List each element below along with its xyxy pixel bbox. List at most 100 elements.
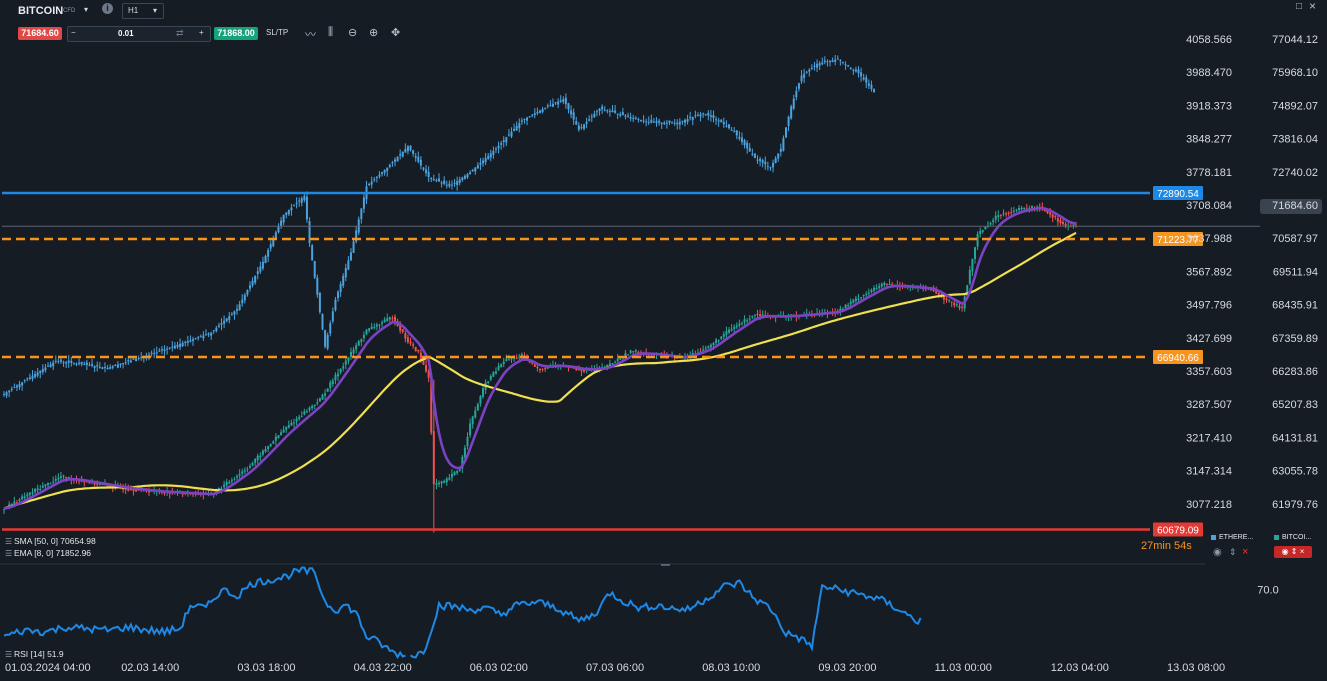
close-icon[interactable]: × <box>1309 0 1317 13</box>
bitcoin-candle <box>406 337 409 343</box>
tab-ethereum-label: ETHERE... <box>1219 534 1254 541</box>
ethereum-candle <box>647 122 650 124</box>
symbol-dropdown-icon[interactable]: ▾ <box>84 5 89 14</box>
volume-stepper[interactable]: − 0.01 ⇄ + <box>67 26 211 42</box>
price-level-badge[interactable] <box>1153 231 1203 246</box>
ethereum-candle <box>114 364 117 366</box>
ethereum-candle <box>836 58 839 60</box>
time-tick-label: 08.03 10:00 <box>702 662 760 674</box>
maximize-icon[interactable]: □ <box>1296 1 1303 12</box>
bitcoin-candle <box>425 365 428 372</box>
ethereum-overlay-series <box>3 54 876 399</box>
time-tick-label: 02.03 14:00 <box>121 662 179 674</box>
volume-input[interactable]: 0.01 <box>118 29 134 38</box>
bitcoin-candle <box>1012 210 1015 212</box>
crosshair-icon[interactable]: ✥ <box>391 27 401 39</box>
swap-icon[interactable]: ⇄ <box>176 28 184 38</box>
sell-button[interactable]: 71684.60 <box>18 27 62 40</box>
ema-legend[interactable]: ☰ EMA [8, 0] 71852.96 <box>5 548 91 558</box>
bitcoin-candle <box>277 435 280 439</box>
rsi-pane: 70.0 <box>3 566 1279 660</box>
ethereum-candle <box>546 105 549 107</box>
bitcoin-candle <box>1005 213 1008 215</box>
bitcoin-candle <box>223 484 226 488</box>
ethereum-candle <box>450 184 453 186</box>
price-axis[interactable]: 77044.12 75968.10 74892.07 73816.04 72740.02… <box>1186 34 1322 511</box>
bitcoin-candle <box>857 298 860 300</box>
time-axis[interactable]: 01.03.2024 04:00 02.03 14:00 03.03 18:00 04… <box>5 662 1225 674</box>
ethereum-candle <box>31 375 34 379</box>
ethereum-candle <box>13 387 16 389</box>
timeframe-select[interactable]: H1 ▾ <box>122 3 164 19</box>
tab-ethereum[interactable]: ETHERE... <box>1211 534 1253 541</box>
buy-button[interactable]: 71868.00 <box>214 27 258 40</box>
ethereum-candle <box>153 352 156 354</box>
bitcoin-candle <box>321 394 324 400</box>
symbol-name[interactable]: BITCOIN <box>18 5 64 17</box>
rsi-level-label: 70.0 <box>1257 585 1278 597</box>
price-level-badge[interactable] <box>1153 350 1203 365</box>
bitcoin-candle <box>57 477 60 480</box>
ethereum-candle <box>329 323 332 334</box>
bitcoin-tab-controls[interactable]: ◉ ⇕ × <box>1274 546 1312 558</box>
zoom-out-icon[interactable]: ⊖ <box>348 27 358 39</box>
sma-settings-icon[interactable]: ☰ <box>5 537 13 546</box>
bitcoin-candle <box>1054 216 1057 218</box>
tab-bitcoin[interactable]: BITCOI... <box>1274 534 1311 541</box>
ethereum-candle <box>83 363 86 365</box>
time-tick-label: 01.03.2024 04:00 <box>5 662 91 674</box>
ethereum-candle <box>228 316 231 321</box>
decrease-volume-button[interactable]: − <box>71 28 76 37</box>
bitcoin-candle <box>476 404 479 411</box>
ethereum-candle <box>570 110 573 115</box>
price-level-badge[interactable] <box>1153 522 1203 537</box>
bitcoin-candle <box>974 247 977 259</box>
reorder-icon[interactable]: ⇕ <box>1229 547 1237 557</box>
time-tick-label: 04.03 22:00 <box>354 662 412 674</box>
ethereum-candle <box>756 159 759 161</box>
ethereum-candle <box>720 119 723 123</box>
ethereum-candle <box>194 338 197 340</box>
horizontal-levels[interactable]: 72890.54 71223.77 66940.66 60679.09 <box>2 186 1260 537</box>
ethereum-candle <box>80 361 83 365</box>
bitcoin-candle <box>1025 208 1028 210</box>
ethereum-candle <box>308 221 311 243</box>
ethereum-candle <box>166 348 169 350</box>
ethereum-candle <box>461 177 464 180</box>
price-tick-left: 3848.277 <box>1186 134 1232 146</box>
rsi-legend[interactable]: ☰ RSI [14] 51.9 <box>5 649 64 659</box>
ethereum-candle <box>507 134 510 136</box>
visibility-icon[interactable]: ◉ <box>1213 547 1222 558</box>
rsi-settings-icon[interactable]: ☰ <box>5 650 13 659</box>
ema-settings-icon[interactable]: ☰ <box>5 549 13 558</box>
ethereum-candle <box>298 200 301 202</box>
increase-volume-button[interactable]: + <box>199 28 204 37</box>
remove-ethereum-icon[interactable]: × <box>1242 546 1249 558</box>
bitcoin-candle <box>753 314 756 316</box>
line-chart-icon[interactable]: 〰 <box>305 29 316 41</box>
ethereum-candle <box>331 311 334 322</box>
bitcoin-candle <box>885 283 888 285</box>
ethereum-candle <box>860 72 863 77</box>
timeframe-label: H1 <box>128 6 139 15</box>
sltp-button[interactable]: SL/TP <box>266 28 289 37</box>
bitcoin-candle <box>49 483 52 485</box>
price-tick-right: 65207.83 <box>1272 399 1318 411</box>
bitcoin-candle <box>225 481 228 486</box>
sma-legend[interactable]: ☰ SMA [50, 0] 70654.98 <box>5 536 96 546</box>
ethereum-candle <box>223 320 226 324</box>
zoom-in-icon[interactable]: ⊕ <box>369 27 379 39</box>
price-level-badge[interactable] <box>1153 186 1203 201</box>
ethereum-candle <box>132 358 135 360</box>
bitcoin-candle <box>93 482 96 485</box>
ethereum-candle <box>549 105 552 107</box>
indicators-icon[interactable]: ⫼ <box>328 26 334 38</box>
ethereum-candle <box>15 385 18 388</box>
toolbar: BITCOIN CFD ▾ i H1 ▾ 71684.60 − 0.01 ⇄ +… <box>0 0 1327 44</box>
ethereum-candle <box>342 275 345 286</box>
bitcoin-candle <box>65 477 68 479</box>
info-icon[interactable]: i <box>102 3 113 14</box>
ethereum-candle <box>652 121 655 123</box>
ethereum-candle <box>826 61 829 63</box>
